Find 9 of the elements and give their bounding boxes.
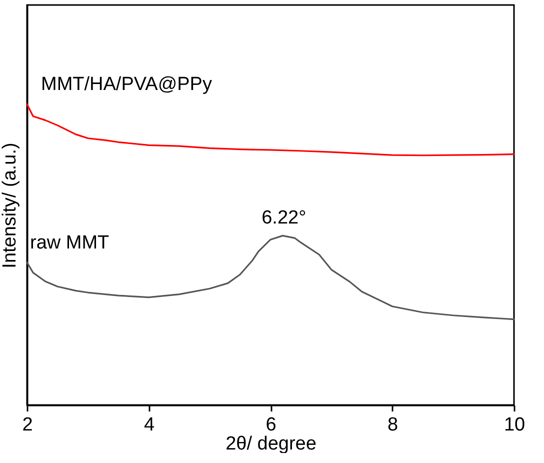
x-tick-label: 6: [266, 414, 276, 436]
y-axis-title: Intensity/ (a.u.): [0, 142, 20, 268]
annotation: 6.22°: [262, 208, 306, 229]
x-tick-label: 8: [387, 414, 398, 436]
series-label: MMT/HA/PVA@PPy: [41, 74, 212, 96]
series-label: raw MMT: [30, 232, 110, 254]
x-tick-label: 4: [144, 414, 155, 436]
x-tick-label: 10: [504, 414, 526, 436]
x-tick-label: 2: [22, 414, 33, 436]
